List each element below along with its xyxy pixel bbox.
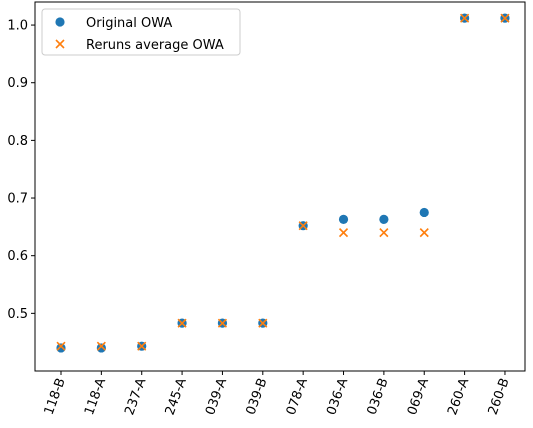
point-reruns-average-owa [96,341,106,351]
legend-label-original: Original OWA [86,16,172,31]
y-tick-label: 0.9 [7,76,28,91]
legend-label-reruns: Reruns average OWA [86,38,224,53]
data-marks [56,13,510,353]
y-tick-label: 0.5 [7,307,28,322]
y-axis: 0.5 0.6 0.7 0.8 0.9 1.0 [7,19,35,322]
legend: Original OWA Reruns average OWA [41,8,241,56]
point-reruns-average-owa [419,228,429,238]
plot-area [34,1,526,372]
point-original-owa [419,207,429,218]
point-reruns-average-owa [298,221,308,231]
point-original-owa [56,343,66,353]
y-tick-label: 0.6 [7,249,28,264]
point-reruns-average-owa [379,228,389,238]
point-reruns-average-owa [56,341,66,351]
point-reruns-average-owa [460,13,470,23]
point-original-owa [96,343,106,353]
point-original-owa [338,214,349,224]
point-reruns-average-owa [500,13,510,23]
legend-frame [41,8,241,56]
point-reruns-average-owa [137,341,147,351]
point-reruns-average-owa [338,228,349,238]
y-tick-label: 1.0 [7,19,28,34]
legend-marker-original [55,17,65,27]
point-reruns-average-owa [177,318,187,328]
point-reruns-average-owa [217,318,228,328]
point-original-owa [379,214,389,224]
axes-frame [34,1,526,372]
y-tick-label: 0.7 [7,192,28,207]
legend-marker-reruns [55,39,65,49]
point-reruns-average-owa [258,318,268,328]
y-tick-label: 0.8 [7,134,28,149]
